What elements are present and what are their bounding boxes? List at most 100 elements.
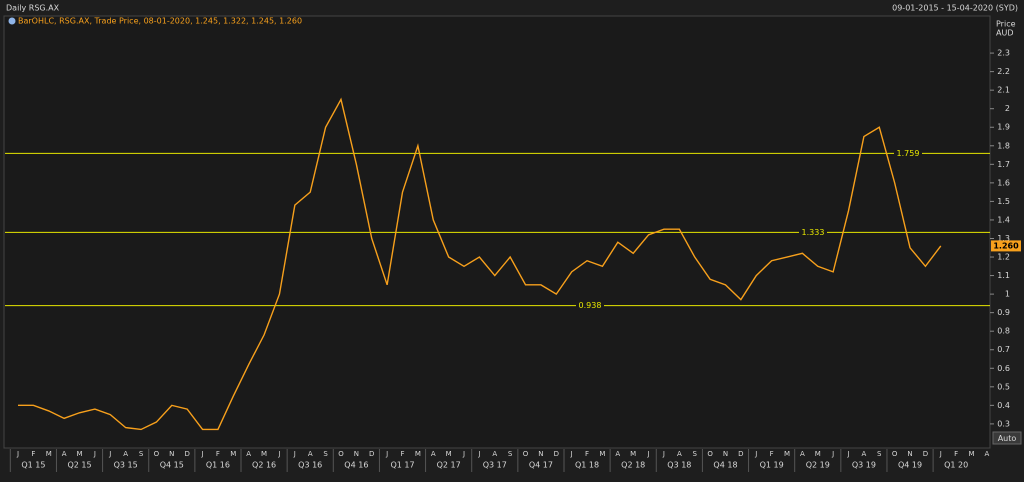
x-tick-label: N [723, 450, 728, 458]
quarter-label: Q3 19 [852, 461, 876, 470]
chart-title: Daily RSG.AX [6, 4, 60, 13]
legend-text: BarOHLC, RSG.AX, Trade Price, 08-01-2020… [18, 17, 302, 26]
x-tick-label: O [707, 450, 713, 458]
x-tick-label: J [846, 450, 849, 458]
x-tick-label: D [369, 450, 374, 458]
quarter-label: Q2 18 [621, 461, 645, 470]
x-tick-label: J [662, 450, 665, 458]
x-tick-label: F [954, 450, 958, 458]
quarter-label: Q4 18 [713, 461, 737, 470]
y-tick-label: 1.1 [997, 271, 1010, 280]
x-tick-label: J [93, 450, 96, 458]
auto-button[interactable] [992, 431, 1022, 445]
x-tick-label: D [554, 450, 559, 458]
y-tick-label: 0.3 [997, 419, 1010, 428]
x-tick-label: N [169, 450, 174, 458]
last-price-tag [991, 240, 1021, 252]
x-tick-label: D [738, 450, 743, 458]
quarter-label: Q4 17 [529, 461, 553, 470]
y-tick-label: 0.5 [997, 382, 1010, 391]
x-tick-label: M [230, 450, 236, 458]
x-tick-label: N [907, 450, 912, 458]
quarter-label: Q4 19 [898, 461, 922, 470]
quarter-label: Q3 17 [483, 461, 507, 470]
y-tick-label: 1.9 [997, 123, 1010, 132]
level-label: 0.938 [579, 301, 602, 310]
y-tick-label: 1 [1005, 290, 1010, 299]
x-tick-label: A [246, 450, 251, 458]
x-tick-label: M [261, 450, 267, 458]
y-tick-label: 2.2 [997, 67, 1010, 76]
level-label-bg [576, 300, 604, 311]
x-tick-label: S [139, 450, 144, 458]
quarter-label: Q3 16 [298, 461, 322, 470]
y-tick-label: 0.8 [997, 327, 1010, 336]
y-axis-label: Price [996, 20, 1016, 29]
auto-button-label[interactable]: Auto [998, 434, 1017, 443]
quarter-label: Q1 16 [206, 461, 230, 470]
x-tick-label: A [431, 450, 436, 458]
y-tick-label: 1.7 [997, 160, 1010, 169]
price-line [18, 97, 942, 431]
y-tick-label: 0.7 [997, 345, 1010, 354]
x-tick-label: M [446, 450, 452, 458]
x-tick-label: A [492, 450, 497, 458]
x-tick-label: F [770, 450, 774, 458]
x-tick-label: M [969, 450, 975, 458]
x-tick-label: F [31, 450, 35, 458]
x-tick-label: M [599, 450, 605, 458]
x-tick-label: A [62, 450, 67, 458]
y-tick-label: 2 [1005, 104, 1010, 113]
x-tick-label: J [939, 450, 942, 458]
quarter-label: Q4 15 [160, 461, 184, 470]
x-tick-label: J [647, 450, 650, 458]
x-tick-label: J [754, 450, 757, 458]
x-tick-label: O [338, 450, 344, 458]
y-tick-label: 2.3 [997, 49, 1010, 58]
quarter-label: Q2 16 [252, 461, 276, 470]
y-tick-label: 1.8 [997, 141, 1010, 150]
x-tick-label: O [523, 450, 529, 458]
quarter-label: Q1 15 [21, 461, 45, 470]
quarter-label: Q1 20 [944, 461, 968, 470]
x-tick-label: N [354, 450, 359, 458]
y-tick-label: 1.3 [997, 234, 1010, 243]
x-tick-label: N [538, 450, 543, 458]
quarter-label: Q1 18 [575, 461, 599, 470]
quarter-label: Q2 17 [437, 461, 461, 470]
x-tick-label: A [862, 450, 867, 458]
quarter-label: Q3 18 [667, 461, 691, 470]
x-tick-label: J [277, 450, 280, 458]
quarter-label: Q4 16 [344, 461, 368, 470]
x-tick-label: S [508, 450, 513, 458]
x-tick-label: S [877, 450, 882, 458]
level-label-bg [799, 227, 827, 238]
x-tick-label: O [892, 450, 898, 458]
x-tick-label: M [415, 450, 421, 458]
y-tick-label: 0.9 [997, 308, 1010, 317]
y-tick-label: 1.6 [997, 178, 1010, 187]
x-tick-label: S [323, 450, 328, 458]
legend-icon [8, 17, 16, 25]
x-tick-label: J [201, 450, 204, 458]
x-tick-label: J [16, 450, 19, 458]
y-tick-label: 2.1 [997, 86, 1010, 95]
x-tick-label: A [800, 450, 805, 458]
level-label: 1.333 [802, 228, 825, 237]
x-tick-label: A [123, 450, 128, 458]
x-tick-label: F [400, 450, 404, 458]
y-tick-label: 0.4 [997, 401, 1010, 410]
x-tick-label: M [784, 450, 790, 458]
x-tick-label: A [308, 450, 313, 458]
x-tick-label: A [677, 450, 682, 458]
quarter-label: Q1 17 [390, 461, 414, 470]
x-tick-label: M [815, 450, 821, 458]
x-tick-label: O [154, 450, 160, 458]
quarter-label: Q1 19 [760, 461, 784, 470]
x-tick-label: M [46, 450, 52, 458]
x-tick-label: M [76, 450, 82, 458]
x-tick-label: J [293, 450, 296, 458]
y-axis-label: AUD [996, 29, 1014, 38]
x-tick-label: D [923, 450, 928, 458]
